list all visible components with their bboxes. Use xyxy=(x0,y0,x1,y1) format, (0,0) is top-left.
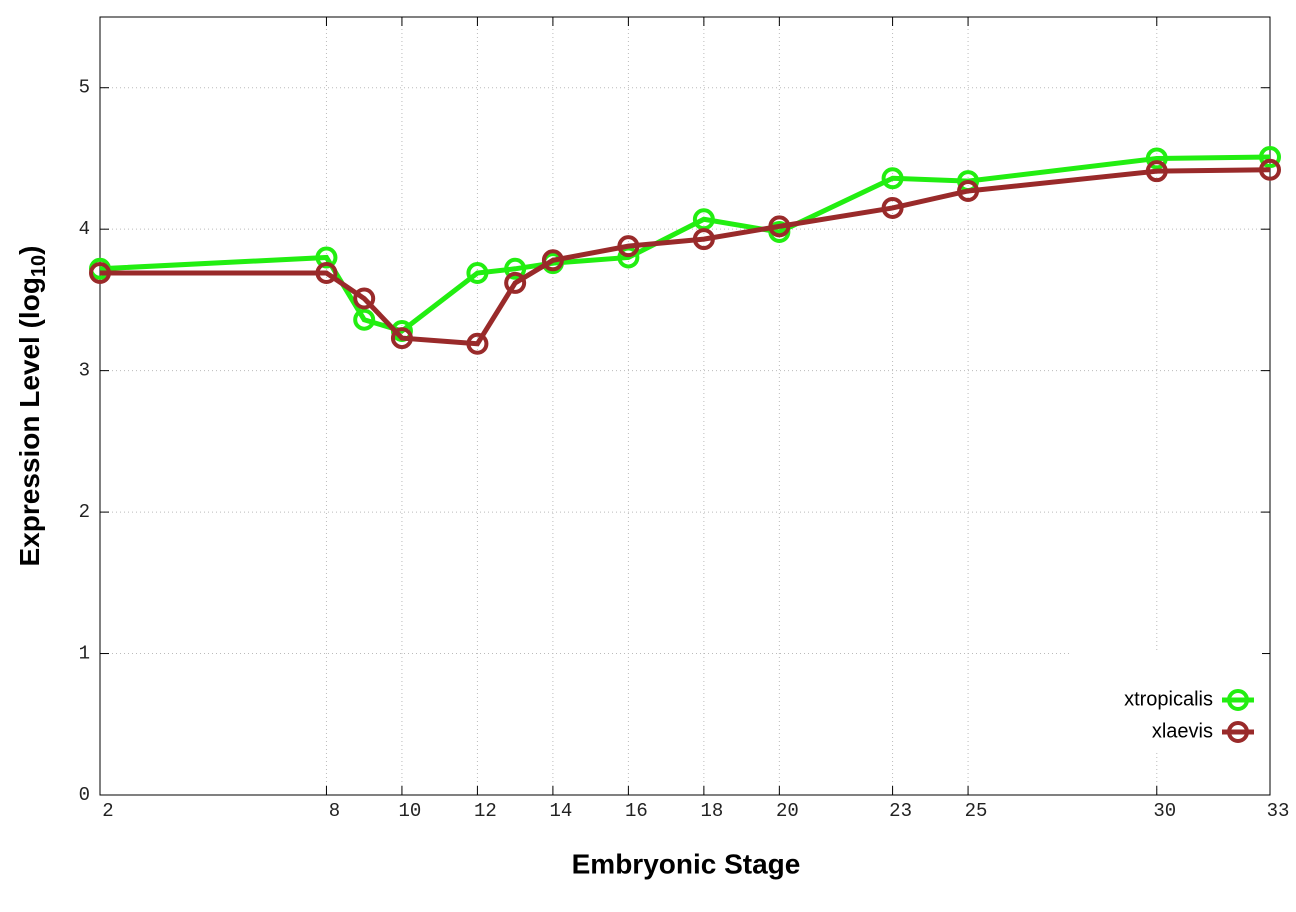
point xyxy=(504,271,527,294)
point xyxy=(466,332,489,355)
x-tick-label: 16 xyxy=(625,800,648,822)
x-tick-label: 25 xyxy=(965,800,988,822)
point xyxy=(466,262,489,285)
x-tick-label: 20 xyxy=(776,800,799,822)
x-tick-label: 33 xyxy=(1267,800,1290,822)
legend-marker xyxy=(1227,721,1249,743)
y-axis-label: Expression Level (log10) xyxy=(14,246,50,567)
point xyxy=(1145,160,1168,183)
point xyxy=(504,257,527,280)
point xyxy=(1145,147,1168,170)
y-tick-label: 0 xyxy=(79,784,90,806)
point xyxy=(617,235,640,258)
point xyxy=(390,327,413,350)
x-tick-label: 23 xyxy=(889,800,912,822)
series-line xyxy=(99,154,1271,334)
point xyxy=(1259,158,1281,181)
point xyxy=(881,167,904,190)
y-label-subscript: 10 xyxy=(28,255,50,277)
plot-frame xyxy=(99,16,1271,796)
y-label-suffix: ) xyxy=(14,246,45,255)
x-tick-label: 12 xyxy=(474,800,497,822)
y-tick-label: 3 xyxy=(79,360,90,382)
legend-label: xtropicalis xyxy=(1124,688,1213,710)
point xyxy=(89,262,111,285)
legend-marker xyxy=(1227,689,1249,711)
point xyxy=(315,262,338,285)
x-axis-label: Embryonic Stage xyxy=(572,848,801,879)
y-tick-label: 4 xyxy=(79,218,90,240)
x-tick-label: 2 xyxy=(102,800,113,822)
point xyxy=(692,228,715,251)
series-line xyxy=(100,167,1271,347)
legend-label: xlaevis xyxy=(1152,720,1213,742)
point xyxy=(957,179,980,202)
x-tick-label: 30 xyxy=(1153,800,1176,822)
y-tick-label: 5 xyxy=(79,77,90,99)
y-tick-label: 1 xyxy=(79,643,90,665)
x-tick-label: 14 xyxy=(549,800,572,822)
y-tick-label: 2 xyxy=(79,501,90,523)
y-label-text: Expression Level (log xyxy=(14,277,45,566)
x-tick-label: 8 xyxy=(329,800,340,822)
point xyxy=(353,308,376,331)
x-tick-label: 10 xyxy=(399,800,422,822)
point xyxy=(881,196,904,219)
point xyxy=(541,249,564,272)
point xyxy=(768,215,791,238)
x-tick-label: 18 xyxy=(700,800,723,822)
point xyxy=(1259,146,1281,169)
point xyxy=(315,246,338,269)
point xyxy=(353,287,376,310)
